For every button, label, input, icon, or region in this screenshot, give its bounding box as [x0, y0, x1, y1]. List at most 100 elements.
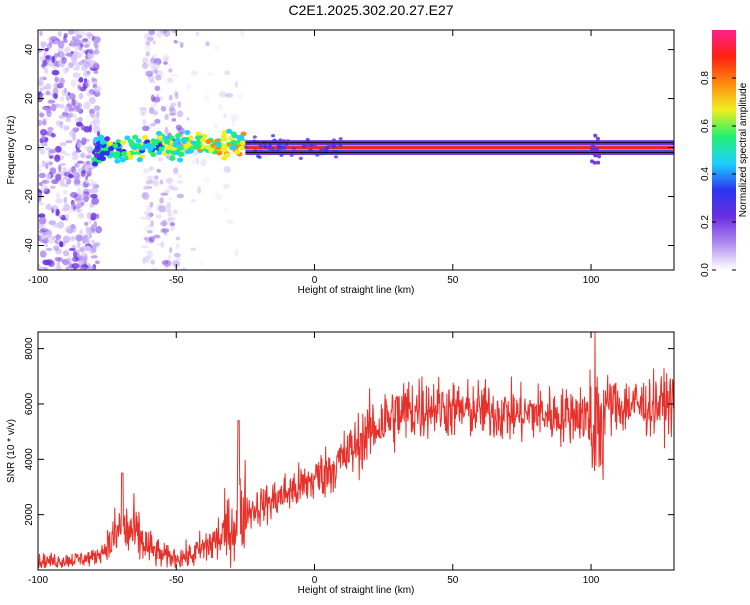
y-tick-label: 40: [24, 44, 35, 56]
heatmap-noise-cell: [41, 160, 46, 167]
heatmap-noise-cell: [61, 57, 67, 64]
heatmap-signal-cell: [282, 139, 287, 143]
heatmap-noise-cell: [70, 235, 76, 242]
heatmap-signal-cell: [141, 134, 148, 140]
heatmap-noise-cell: [81, 191, 90, 199]
heatmap-noise-cell: [62, 250, 70, 257]
heatmap-ylabel: Frequency (Hz): [6, 116, 17, 185]
colorbar-tick-label: 0.0: [700, 263, 711, 277]
heatmap-noise-cell: [167, 184, 174, 191]
heatmap-signal-cell: [246, 141, 251, 145]
heatmap-noise-cell: [59, 179, 65, 186]
heatmap-signal-cell: [334, 155, 339, 159]
x-tick-label: 50: [447, 275, 459, 286]
heatmap-noise-cell: [48, 220, 57, 226]
heatmap-noise-cell: [38, 110, 42, 114]
heatmap-noise-cell: [158, 205, 167, 213]
heatmap-noise-cell: [186, 117, 190, 121]
heatmap-noise-cell: [223, 165, 231, 173]
heatmap-noise-cell: [147, 73, 155, 82]
heatmap-noise-cell: [173, 102, 180, 106]
heatmap-noise-cell: [60, 150, 66, 155]
heatmap-blip-cell: [591, 146, 596, 151]
heatmap-signal-cell: [230, 140, 237, 146]
heatmap-noise-cell: [171, 73, 179, 77]
heatmap-noise-cell: [52, 87, 59, 95]
heatmap-noise-cell: [169, 222, 176, 227]
heatmap-noise-cell: [149, 178, 155, 183]
y-tick-label: -20: [24, 189, 35, 204]
heatmap-frame: [37, 29, 675, 271]
heatmap-noise-cell: [175, 236, 181, 241]
heatmap-signal-cell: [107, 141, 114, 147]
heatmap-noise-cell: [161, 219, 167, 227]
heatmap-noise-cell: [154, 118, 161, 124]
heatmap-noise-cell: [57, 221, 65, 229]
heatmap-noise-cell: [149, 79, 156, 84]
heatmap-noise-cell: [39, 250, 47, 258]
heatmap-noise-cell: [38, 266, 45, 270]
heatmap-blip-cell: [590, 142, 595, 147]
heatmap-noise-cell: [38, 263, 41, 269]
heatmap-signal-cell: [284, 142, 289, 147]
heatmap-noise-cell: [59, 121, 64, 129]
heatmap-noise-cell: [171, 30, 178, 34]
heatmap-blip-cell: [592, 160, 597, 165]
heatmap-noise-cell: [68, 62, 74, 69]
heatmap-noise-cell: [159, 197, 164, 204]
heatmap-noise-cell: [48, 161, 53, 166]
heatmap-noise-cell: [93, 220, 98, 228]
heatmap-noise-cell: [79, 39, 84, 45]
x-tick-label: -100: [28, 575, 48, 586]
heatmap-blip-cell: [597, 154, 602, 159]
heatmap-signal-cell: [127, 154, 134, 160]
heatmap-signal-cell: [267, 146, 272, 150]
heatmap-noise-cell: [186, 84, 191, 90]
heatmap-noise-cell: [45, 203, 52, 211]
heatmap-noise-cell: [39, 31, 43, 36]
heatmap-noise-cell: [74, 30, 80, 36]
heatmap-signal-cell: [163, 139, 170, 145]
heatmap-noise-cell: [161, 260, 169, 265]
heatmap-noise-cell: [176, 179, 183, 184]
heatmap-noise-cell: [53, 62, 59, 67]
heatmap-noise-cell: [145, 213, 152, 221]
heatmap-noise-cell: [70, 191, 78, 198]
heatmap-noise-cell: [168, 209, 176, 217]
heatmap-noise-cell: [168, 63, 172, 70]
heatmap-noise-cell: [64, 46, 71, 54]
heatmap-noise-cell: [169, 107, 177, 116]
heatmap-signal-cell: [222, 145, 229, 151]
heatmap-noise-cell: [94, 260, 100, 265]
heatmap-noise-cell: [51, 55, 56, 64]
heatmap-noise-cell: [173, 209, 178, 214]
heatmap-noise-cell: [63, 125, 70, 131]
heatmap-noise-cell: [173, 253, 181, 258]
heatmap-noise-cell: [214, 191, 218, 196]
heatmap-signal-cell: [94, 145, 101, 151]
heatmap-noise-cell: [57, 40, 65, 49]
heatmap-noise-cell: [190, 198, 197, 203]
heatmap-noise-cell: [63, 196, 68, 204]
heatmap-noise-cell: [38, 80, 44, 85]
heatmap-noise-cell: [143, 210, 148, 216]
heatmap-noise-cell: [81, 137, 87, 146]
heatmap-noise-cell: [49, 36, 58, 41]
heatmap-noise-cell: [72, 256, 79, 263]
heatmap-noise-cell: [169, 246, 173, 254]
heatmap-noise-cell: [155, 74, 162, 81]
heatmap-noise-cell: [42, 105, 51, 111]
heatmap-noise-cell: [90, 193, 98, 199]
heatmap-noise-cell: [69, 130, 75, 138]
heatmap-noise-cell: [156, 30, 163, 39]
heatmap-noise-cell: [168, 94, 173, 101]
x-tick-label: -50: [169, 575, 184, 586]
heatmap-signal-cell: [338, 137, 343, 141]
heatmap-noise-cell: [231, 114, 239, 122]
heatmap-signal-cell: [98, 134, 105, 140]
heatmap-noise-cell: [160, 105, 167, 112]
y-tick-label: 2000: [24, 503, 35, 526]
heatmap-noise-cell: [160, 240, 165, 249]
heatmap-noise-cell: [72, 72, 81, 79]
